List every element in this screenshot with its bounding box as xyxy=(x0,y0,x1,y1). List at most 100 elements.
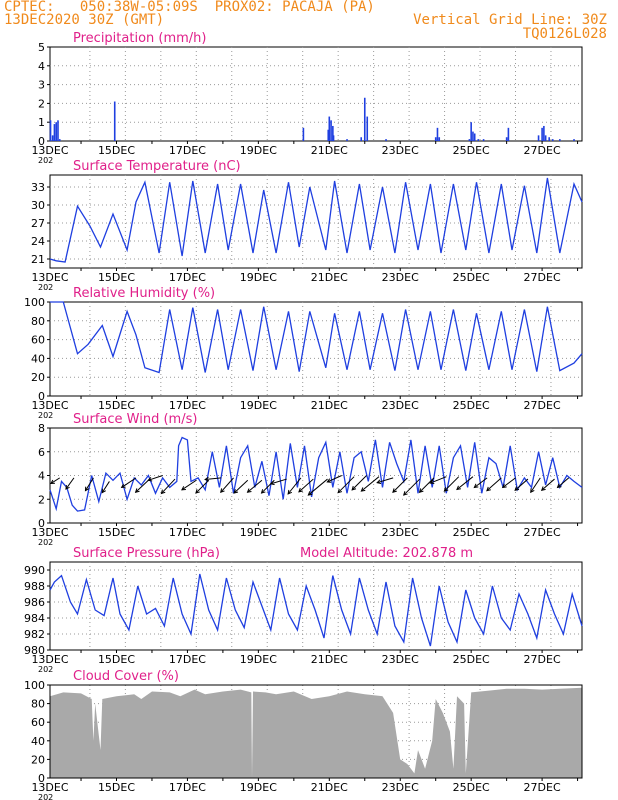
precip-bar xyxy=(472,131,474,141)
precip-bar xyxy=(559,139,561,141)
panel-2: 0 20 40 60 80 100 13DEC 15DEC 17DEC 19DEC 21DEC 23D… xyxy=(24,286,583,420)
wind-arrow xyxy=(220,477,234,494)
wind-arrow xyxy=(360,476,380,492)
wind-arrow-head xyxy=(50,479,55,485)
y-tick-label: 80 xyxy=(31,315,45,328)
y-tick-label: 0 xyxy=(38,772,45,785)
y-tick-label: 20 xyxy=(31,753,45,766)
x-tick-label: 19DEC xyxy=(240,399,277,412)
wind-arrow xyxy=(351,475,367,491)
series-line xyxy=(49,177,583,263)
x-tick-label: 27DEC xyxy=(524,526,561,539)
cloud-area xyxy=(50,687,582,778)
wind-arrow xyxy=(298,478,314,493)
precip-bar xyxy=(473,133,476,141)
y-tick-label: 980 xyxy=(24,644,45,657)
wind-arrow-shaft xyxy=(541,478,555,491)
y-tick-label: 1 xyxy=(38,116,45,129)
y-tick-label: 40 xyxy=(31,352,45,365)
y-tick-label: 990 xyxy=(24,564,45,577)
wind-arrow-shaft xyxy=(161,478,176,494)
wind-arrow-head xyxy=(84,486,90,492)
y-tick-label: 0 xyxy=(38,135,45,148)
y-tick-label: 982 xyxy=(24,628,45,641)
y-tick-label: 4 xyxy=(38,60,45,73)
x-tick-label: 25DEC xyxy=(453,653,490,666)
wind-arrow-shaft xyxy=(337,476,355,494)
x-tick-label: 17DEC xyxy=(169,399,206,412)
wind-arrow-shaft xyxy=(220,477,234,493)
wind-arrow xyxy=(50,477,61,485)
x-tick-label: 19DEC xyxy=(240,781,277,794)
wind-arrow xyxy=(486,477,502,492)
x-tick-label: 17DEC xyxy=(169,781,206,794)
y-tick-label: 27 xyxy=(31,217,45,230)
x-tick-label: 17DEC xyxy=(169,144,206,157)
wind-arrow xyxy=(233,479,249,494)
wind-arrow-head xyxy=(486,486,491,492)
wind-arrow-head xyxy=(269,480,275,486)
panel-title: Relative Humidity (%) xyxy=(73,286,215,301)
panel-title: Precipitation (mm/h) xyxy=(73,31,206,46)
x-tick-label: 19DEC xyxy=(240,653,277,666)
wind-arrow-head xyxy=(376,479,382,484)
wind-arrow xyxy=(160,478,176,495)
wind-arrow-shaft xyxy=(101,481,110,493)
wind-arrow-head xyxy=(246,488,252,493)
x-tick-label: 21DEC xyxy=(311,526,348,539)
wind-arrow-head xyxy=(418,488,424,494)
wind-arrow-shaft xyxy=(530,477,541,493)
x-tick-label: 21DEC xyxy=(311,653,348,666)
wind-arrow-head xyxy=(101,488,106,494)
header-station-line: CPTEC: 050:38W-05:09S PROX02: PACAJA (PA… xyxy=(4,0,375,15)
wind-arrow xyxy=(204,476,222,482)
wind-arrow-head xyxy=(360,487,366,492)
panel-title: Surface Temperature (nC) xyxy=(73,159,241,174)
y-tick-label: 80 xyxy=(31,698,45,711)
x-tick-label: 15DEC xyxy=(98,526,135,539)
precip-bar xyxy=(302,127,305,141)
wind-arrow-head xyxy=(181,486,186,491)
header-grid-line-note: Vertical Grid Line: 30Z xyxy=(413,12,607,28)
wind-arrow-shaft xyxy=(135,479,149,493)
wind-arrow-shaft xyxy=(456,476,474,490)
series-line xyxy=(49,436,583,512)
y-tick-label: 6 xyxy=(38,446,45,459)
panel-frame xyxy=(49,46,583,142)
x-tick-label: 21DEC xyxy=(311,399,348,412)
wind-arrow-shaft xyxy=(233,479,249,494)
panel-1: 21 24 27 30 33 13DEC 15DEC 17DEC 19DEC 21DEC 23DEC… xyxy=(31,159,583,292)
x-tick-label: 27DEC xyxy=(524,399,561,412)
precip-bar xyxy=(113,101,116,141)
x-year-fragment: 202 xyxy=(38,283,53,292)
wind-arrow-head xyxy=(195,489,200,494)
x-tick-label: 17DEC xyxy=(169,526,206,539)
x-tick-label: 23DEC xyxy=(382,271,419,284)
wind-arrow-head xyxy=(530,488,535,494)
wind-arrow-head xyxy=(147,477,153,482)
y-tick-label: 0 xyxy=(38,517,45,530)
y-tick-label: 33 xyxy=(31,181,45,194)
x-tick-label: 21DEC xyxy=(311,144,348,157)
x-tick-label: 19DEC xyxy=(240,526,277,539)
wind-arrow xyxy=(337,476,355,494)
x-tick-label: 13DEC xyxy=(31,781,68,794)
y-tick-label: 100 xyxy=(24,296,45,309)
panel-frame xyxy=(49,174,583,269)
series-line xyxy=(49,573,583,647)
x-tick-label: 25DEC xyxy=(453,144,490,157)
x-tick-label: 21DEC xyxy=(311,271,348,284)
wind-arrow-head xyxy=(351,485,357,491)
y-tick-label: 3 xyxy=(38,79,45,92)
y-tick-label: 2 xyxy=(38,97,45,110)
wind-arrow-head xyxy=(556,483,562,489)
precip-bar xyxy=(434,137,437,141)
wind-arrow-head xyxy=(307,491,313,496)
y-tick-label: 21 xyxy=(31,253,45,266)
x-tick-label: 25DEC xyxy=(453,399,490,412)
wind-arrow-shaft xyxy=(557,477,570,488)
wind-arrow xyxy=(195,479,210,494)
y-tick-label: 100 xyxy=(24,679,45,692)
y-tick-label: 986 xyxy=(24,596,45,609)
wind-arrow-head xyxy=(65,485,70,490)
